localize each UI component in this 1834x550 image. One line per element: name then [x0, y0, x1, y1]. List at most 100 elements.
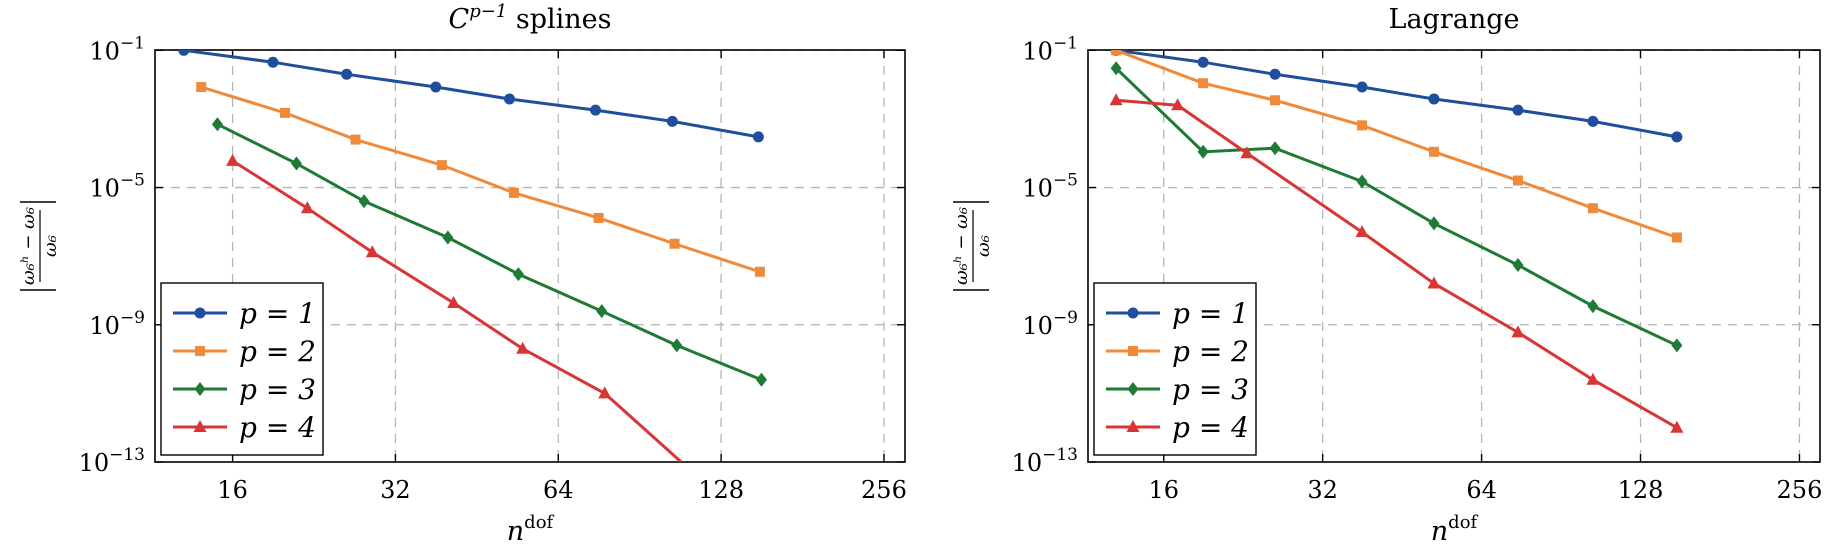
plot-frame	[154, 49, 906, 463]
data-point-p4	[1670, 420, 1684, 433]
legend: p = 1 p = 2 p = 3 p = 4	[160, 282, 324, 456]
data-point-p3	[1671, 338, 1683, 353]
data-point-p2	[1270, 95, 1281, 106]
series-line-p1	[183, 50, 759, 139]
data-point-p1	[178, 50, 190, 56]
data-point-p1	[1512, 104, 1524, 116]
legend-label-p1: p = 1	[239, 297, 316, 330]
data-point-p4	[226, 153, 240, 166]
data-point-p4	[1427, 276, 1441, 289]
data-point-p1	[267, 56, 279, 68]
data-point-p2	[754, 266, 765, 277]
data-point-p4	[598, 386, 612, 399]
x-tick-label: 32	[1307, 476, 1338, 504]
chart-panel-1: 16 32 64 128 256 10−1 10−5 10−9 10−13 Cp−1 spline…	[18, 1, 907, 547]
data-point-p2	[1512, 175, 1523, 186]
data-point-p1	[430, 81, 442, 93]
data-point-p1	[666, 115, 678, 127]
data-point-p3	[512, 267, 524, 282]
x-tick-label: 128	[698, 476, 744, 504]
y-tick-label: 10−13	[1012, 445, 1078, 477]
data-point-p4	[1355, 225, 1369, 238]
legend-marker-p1	[1127, 307, 1139, 319]
x-tick-label: 16	[217, 476, 248, 504]
data-point-p2	[1671, 232, 1682, 243]
legend-marker-p3	[194, 382, 206, 396]
data-point-p2	[1198, 78, 1209, 89]
data-point-p2	[508, 187, 519, 198]
y-tick-label: 10−1	[89, 33, 145, 65]
legend-marker-p4	[193, 420, 207, 432]
x-axis-label: ndof	[507, 512, 555, 546]
legend-label-p4: p = 4	[239, 411, 316, 444]
data-point-p3	[1197, 144, 1209, 159]
legend-marker-p3	[1127, 382, 1139, 396]
data-point-p2	[1111, 50, 1122, 56]
data-point-p3	[1428, 216, 1440, 231]
series-group	[1109, 50, 1684, 433]
series-line-p4	[1115, 98, 1678, 429]
data-point-p2	[1357, 120, 1368, 131]
data-point-p3	[442, 230, 454, 245]
data-point-p3	[596, 304, 608, 319]
series-line-p1	[1115, 50, 1678, 139]
series-group	[178, 50, 767, 462]
legend-marker-p2	[1128, 346, 1138, 356]
data-point-p2	[196, 82, 207, 93]
data-point-p2	[280, 107, 291, 118]
series-line-p3	[1115, 67, 1678, 347]
data-point-p4	[1171, 98, 1185, 111]
legend-marker-p1	[194, 307, 206, 319]
chart-title: Lagrange	[1389, 4, 1520, 35]
x-tick-label: 64	[1466, 476, 1497, 504]
data-point-p3	[211, 117, 223, 132]
y-label-denominator: ω₆	[40, 235, 61, 257]
y-axis-label: ω₆ʰ − ω₆ ω₆	[951, 201, 994, 291]
data-point-p2	[350, 134, 361, 145]
y-tick-label: 10−9	[1022, 308, 1078, 340]
series-line-p3	[216, 122, 763, 382]
data-point-p3	[290, 156, 302, 171]
y-label-denominator: ω₆	[973, 235, 994, 257]
data-point-p3	[1356, 174, 1368, 189]
data-point-p1	[752, 131, 764, 143]
data-point-p3	[1587, 299, 1599, 314]
chart-panel-2: 16 32 64 128 256 10−1 10−5 10−9 10−13 Lagrange ndo…	[951, 4, 1823, 547]
x-tick-label: 16	[1148, 476, 1179, 504]
x-tick-label: 256	[861, 476, 907, 504]
legend-marker-p2	[195, 346, 205, 356]
data-point-p2	[1428, 146, 1439, 157]
x-tick-label: 256	[1777, 476, 1823, 504]
legend-label-p3: p = 3	[1172, 373, 1249, 406]
data-point-p3	[1269, 141, 1281, 156]
x-tick-label: 128	[1618, 476, 1664, 504]
y-tick-label: 10−5	[1022, 171, 1078, 203]
data-point-p1	[1356, 81, 1368, 93]
data-point-p3	[1512, 258, 1524, 273]
series-line-p2	[200, 85, 761, 274]
data-point-p3	[358, 194, 370, 209]
legend-label-p1: p = 1	[1172, 297, 1249, 330]
data-point-p1	[341, 68, 353, 80]
chart-title: Cp−1 splines	[449, 1, 612, 35]
data-point-p3	[671, 338, 683, 353]
data-point-p1	[503, 93, 515, 105]
y-label-numerator: ω₆ʰ − ω₆	[951, 207, 972, 285]
data-point-p2	[1587, 203, 1598, 214]
legend-label-p4: p = 4	[1172, 411, 1249, 444]
data-point-p3	[755, 372, 767, 387]
y-tick-label: 10−5	[89, 171, 145, 203]
legend-label-p3: p = 3	[239, 373, 316, 406]
legend-marker-p4	[1126, 420, 1140, 432]
y-label-numerator: ω₆ʰ − ω₆	[18, 207, 39, 285]
data-point-p4	[300, 201, 314, 214]
data-point-p1	[1197, 56, 1209, 68]
data-point-p2	[593, 212, 604, 223]
y-tick-label: 10−13	[79, 445, 145, 477]
plot-frame	[1087, 49, 1821, 463]
x-tick-label: 32	[380, 476, 411, 504]
y-tick-label: 10−9	[89, 308, 145, 340]
legend-label-p2: p = 2	[1172, 335, 1249, 368]
data-point-p1	[1671, 131, 1683, 143]
data-point-p4	[447, 296, 461, 309]
